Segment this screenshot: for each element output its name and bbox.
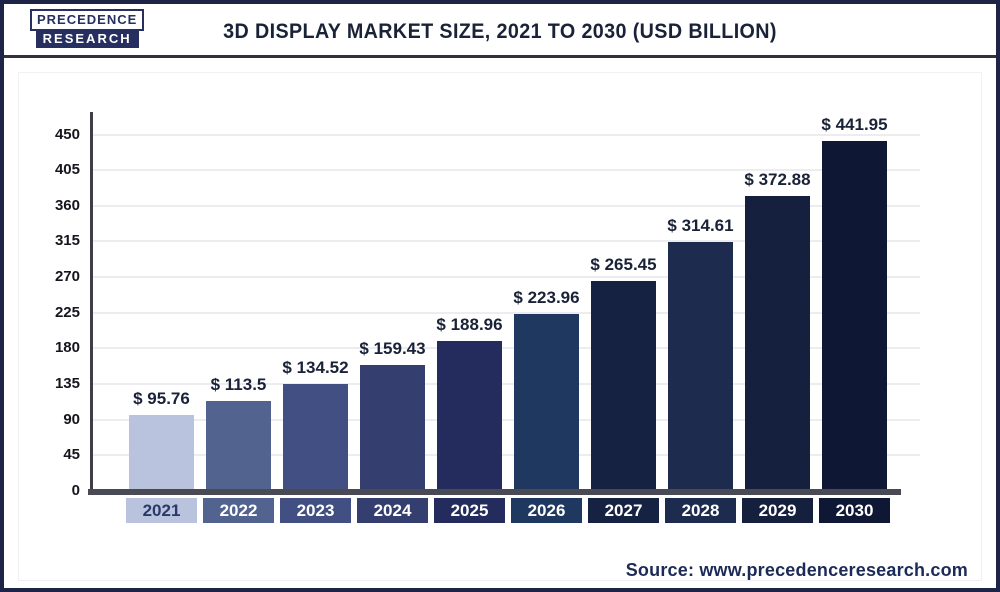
bar — [514, 313, 579, 489]
bar — [206, 401, 271, 489]
y-tick-label: 315 — [54, 232, 80, 250]
y-tick-label: 135 — [54, 375, 80, 393]
gridline — [92, 240, 920, 243]
x-tick-label: 2026 — [511, 498, 582, 523]
logo-text-precedence: PRECEDENCE — [30, 9, 145, 31]
gridline — [92, 133, 920, 136]
y-tick-label: 360 — [54, 196, 80, 214]
y-tick-label: 405 — [54, 161, 80, 179]
x-tick-label: 2022 — [203, 498, 274, 523]
bar-value-label: $ 372.88 — [744, 169, 811, 189]
gridline — [92, 454, 920, 457]
x-axis — [88, 489, 901, 495]
x-tick-label: 2027 — [588, 498, 659, 523]
y-tick-label: 225 — [54, 303, 80, 321]
bar-value-label: $ 188.96 — [436, 315, 503, 335]
precedence-research-logo: PRECEDENCE RESEARCH — [30, 9, 145, 48]
x-tick-label: 2025 — [434, 498, 505, 523]
y-axis — [90, 112, 93, 495]
y-tick-label: 0 — [71, 482, 80, 499]
gridline — [92, 276, 920, 279]
gridline — [92, 311, 920, 314]
bar — [745, 195, 810, 489]
y-tick-label: 180 — [54, 339, 80, 357]
bar — [437, 341, 502, 489]
x-tick-label: 2028 — [665, 498, 736, 523]
bar-value-label: $ 95.76 — [133, 389, 190, 409]
bar — [129, 415, 194, 489]
chart-title: 3D DISPLAY MARKET SIZE, 2021 TO 2030 (US… — [223, 20, 777, 43]
bar-value-label: $ 113.5 — [210, 375, 267, 395]
bar-value-label: $ 265.45 — [590, 254, 657, 274]
gridline — [92, 347, 920, 350]
y-tick-label: 90 — [63, 410, 80, 428]
gridline — [92, 418, 920, 421]
y-tick-label: 45 — [63, 446, 80, 464]
x-tick-label: 2029 — [742, 498, 813, 523]
bar-value-label: $ 314.61 — [667, 215, 734, 235]
logo-text-research: RESEARCH — [35, 30, 139, 48]
x-tick-label: 2030 — [819, 498, 890, 523]
gridline — [92, 383, 920, 386]
y-tick-label: 270 — [54, 268, 80, 286]
y-tick-label: 450 — [54, 125, 80, 143]
bar-value-label: $ 134.52 — [282, 358, 349, 378]
bar — [668, 241, 733, 489]
bar — [360, 364, 425, 489]
bar-value-label: $ 441.95 — [821, 114, 888, 134]
gridline — [92, 204, 920, 207]
bar — [822, 140, 887, 489]
source-link: Source: www.precedenceresearch.com — [625, 560, 968, 580]
bar-value-label: $ 223.96 — [513, 287, 580, 307]
x-tick-label: 2024 — [357, 498, 428, 523]
x-tick-label: 2023 — [280, 498, 351, 523]
bar — [591, 280, 656, 489]
bar — [283, 384, 348, 489]
header: PRECEDENCE RESEARCH 3D DISPLAY MARKET SI… — [4, 4, 996, 58]
x-tick-label: 2021 — [126, 498, 197, 523]
bar-value-label: $ 159.43 — [359, 338, 426, 358]
gridline — [92, 169, 920, 172]
